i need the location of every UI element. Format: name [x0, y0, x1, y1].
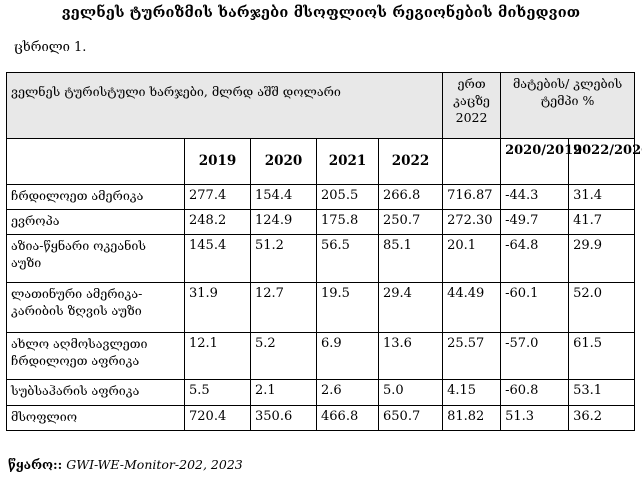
per-capita-cell: 4.15	[442, 379, 502, 406]
table-caption: ცხრილი 1.	[14, 40, 87, 55]
per-capita-cell: 81.82	[442, 405, 502, 431]
value-2022-cell: 266.8	[377, 184, 444, 210]
change-2020-2019-cell: -44.3	[500, 184, 570, 210]
change-header-2020-2019: 2020/2019	[500, 138, 582, 185]
value-2020-cell: 12.7	[250, 282, 317, 333]
value-2019-cell: 5.5	[184, 379, 251, 406]
region-cell: ლათინური ამერიკა-კარიბის ზღვის აუზი	[6, 282, 185, 333]
value-2020-cell: 5.2	[250, 332, 317, 380]
change-header-2022-2020: 2022/2020	[568, 138, 642, 185]
source-label: წყარო::	[8, 457, 63, 472]
change-2020-2019-cell: -60.8	[500, 379, 570, 406]
value-2021-cell: 6.9	[316, 332, 379, 380]
value-2022-cell: 250.7	[377, 209, 444, 235]
value-2020-cell: 2.1	[250, 379, 317, 406]
value-2020-cell: 154.4	[250, 184, 317, 210]
change-2022-2020-cell: 36.2	[568, 405, 636, 431]
change-2022-2020-cell: 29.9	[568, 234, 636, 283]
value-2019-cell: 12.1	[184, 332, 251, 380]
table-row: მსოფლიო 720.4 350.6 466.8 650.7 81.82 51…	[6, 405, 636, 431]
change-2022-2020-cell: 41.7	[568, 209, 636, 235]
per-capita-cell: 20.1	[442, 234, 502, 283]
change-2022-2020-cell: 61.5	[568, 332, 636, 380]
region-cell: ჩრდილოეთ ამერიკა	[6, 184, 185, 210]
source-note: წყარო:: GWI-WE-Monitor-202, 2023	[8, 457, 243, 472]
wellness-spending-table: ველნეს ტურისტული ხარჯები, მლრდ აშშ დოლარ…	[5, 72, 642, 431]
value-2022-cell: 29.4	[377, 282, 444, 333]
year-header-2021: 2021	[316, 138, 379, 185]
region-cell: სუბსაჰარის აფრიკა	[6, 379, 185, 406]
table-row: ჩრდილოეთ ამერიკა 277.4 154.4 205.5 266.8…	[6, 184, 636, 210]
empty-header-cell	[442, 138, 502, 185]
region-cell: ევროპა	[6, 209, 185, 235]
table-row: ახლო აღმოსავლეთი ჩრდილოეთ აფრიკა 12.1 5.…	[6, 332, 636, 380]
region-cell: მსოფლიო	[6, 405, 185, 431]
change-2022-2020-cell: 52.0	[568, 282, 636, 333]
change-2020-2019-cell: -60.1	[500, 282, 570, 333]
change-2020-2019-cell: 51.3	[500, 405, 570, 431]
per-capita-cell: 25.57	[442, 332, 502, 380]
change-2022-2020-cell: 31.4	[568, 184, 636, 210]
change-2020-2019-cell: -57.0	[500, 332, 570, 380]
value-2019-cell: 145.4	[184, 234, 251, 283]
per-capita-header: ერთ კაცზე 2022	[442, 72, 502, 139]
change-2020-2019-cell: -64.8	[500, 234, 570, 283]
region-cell: აზია-წყნარი ოკეანის აუზი	[6, 234, 185, 283]
table-row: ევროპა 248.2 124.9 175.8 250.7 272.30 -4…	[6, 209, 636, 235]
per-capita-cell: 716.87	[442, 184, 502, 210]
value-2019-cell: 720.4	[184, 405, 251, 431]
per-capita-cell: 272.30	[442, 209, 502, 235]
value-2019-cell: 31.9	[184, 282, 251, 333]
change-2022-2020-cell: 53.1	[568, 379, 636, 406]
change-rate-header: მატების/ კლების ტემპი %	[500, 72, 636, 139]
value-2022-cell: 13.6	[377, 332, 444, 380]
value-2020-cell: 350.6	[250, 405, 317, 431]
value-2021-cell: 56.5	[316, 234, 379, 283]
value-2022-cell: 650.7	[377, 405, 444, 431]
value-2021-cell: 2.6	[316, 379, 379, 406]
change-2020-2019-cell: -49.7	[500, 209, 570, 235]
value-2021-cell: 19.5	[316, 282, 379, 333]
value-2020-cell: 124.9	[250, 209, 317, 235]
year-header-2019: 2019	[184, 138, 251, 185]
value-2022-cell: 85.1	[377, 234, 444, 283]
table-title: ველნეს ტურიზმის ხარჯები მსოფლიოს რეგიონე…	[61, 4, 581, 21]
value-2019-cell: 277.4	[184, 184, 251, 210]
year-header-2020: 2020	[250, 138, 317, 185]
header-label-text: ველნეს ტურისტული ხარჯები, მლრდ აშშ დოლარ…	[11, 84, 341, 99]
value-2022-cell: 5.0	[377, 379, 444, 406]
empty-header-cell	[6, 138, 185, 185]
region-cell: ახლო აღმოსავლეთი ჩრდილოეთ აფრიკა	[6, 332, 185, 380]
value-2020-cell: 51.2	[250, 234, 317, 283]
year-header-2022: 2022	[377, 138, 444, 185]
value-2021-cell: 205.5	[316, 184, 379, 210]
source-value: GWI-WE-Monitor-202, 2023	[66, 457, 243, 472]
table-row: სუბსაჰარის აფრიკა 5.5 2.1 2.6 5.0 4.15 -…	[6, 379, 636, 406]
value-2019-cell: 248.2	[184, 209, 251, 235]
table-row: აზია-წყნარი ოკეანის აუზი 145.4 51.2 56.5…	[6, 234, 636, 283]
per-capita-cell: 44.49	[442, 282, 502, 333]
table-header-label: ველნეს ტურისტული ხარჯები, მლრდ აშშ დოლარ…	[5, 72, 444, 139]
value-2021-cell: 175.8	[316, 209, 379, 235]
table-row: ლათინური ამერიკა-კარიბის ზღვის აუზი 31.9…	[6, 282, 636, 333]
value-2021-cell: 466.8	[316, 405, 379, 431]
